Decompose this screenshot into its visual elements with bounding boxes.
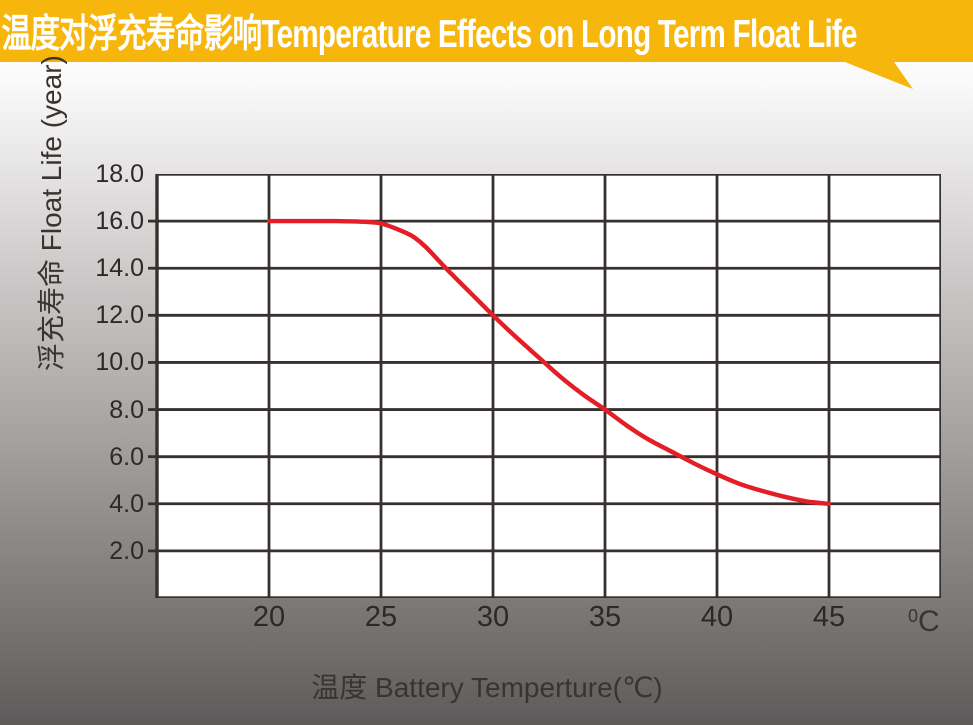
chart-title: 温度对浮充寿命影响Temperature Effects on Long Ter… [1,13,858,56]
x-tick-label: 25 [364,601,398,633]
y-tick-label: 14.0 [95,254,144,283]
x-tick-label: 45 [812,601,846,633]
x-axis-unit-label: 0C [908,598,964,638]
float-life-curve [266,218,832,506]
chart-plot [148,174,941,598]
y-tick-label: 8.0 [109,395,144,424]
x-tick-label: 30 [476,601,510,633]
plot-area [157,174,941,598]
y-tick-label: 2.0 [109,536,144,565]
y-tick-label: 6.0 [109,442,144,471]
celsius-letter: C [918,605,940,638]
y-tick-label: 4.0 [109,489,144,518]
y-tick-label: 16.0 [95,207,144,236]
x-tick-label: 35 [588,601,622,633]
title-banner: 温度对浮充寿命影响Temperature Effects on Long Ter… [0,0,973,62]
degree-superscript: 0 [908,606,919,626]
x-tick-label: 20 [252,601,286,633]
plot-border [155,174,941,598]
banner-tail-icon [845,62,913,89]
x-axis-title: 温度 Battery Temperture(℃) [311,672,663,703]
y-tick-label: 10.0 [95,348,144,377]
y-tick-label: 18.0 [95,160,144,188]
x-tick-label: 40 [700,601,734,633]
y-tick-label: 12.0 [95,301,144,330]
